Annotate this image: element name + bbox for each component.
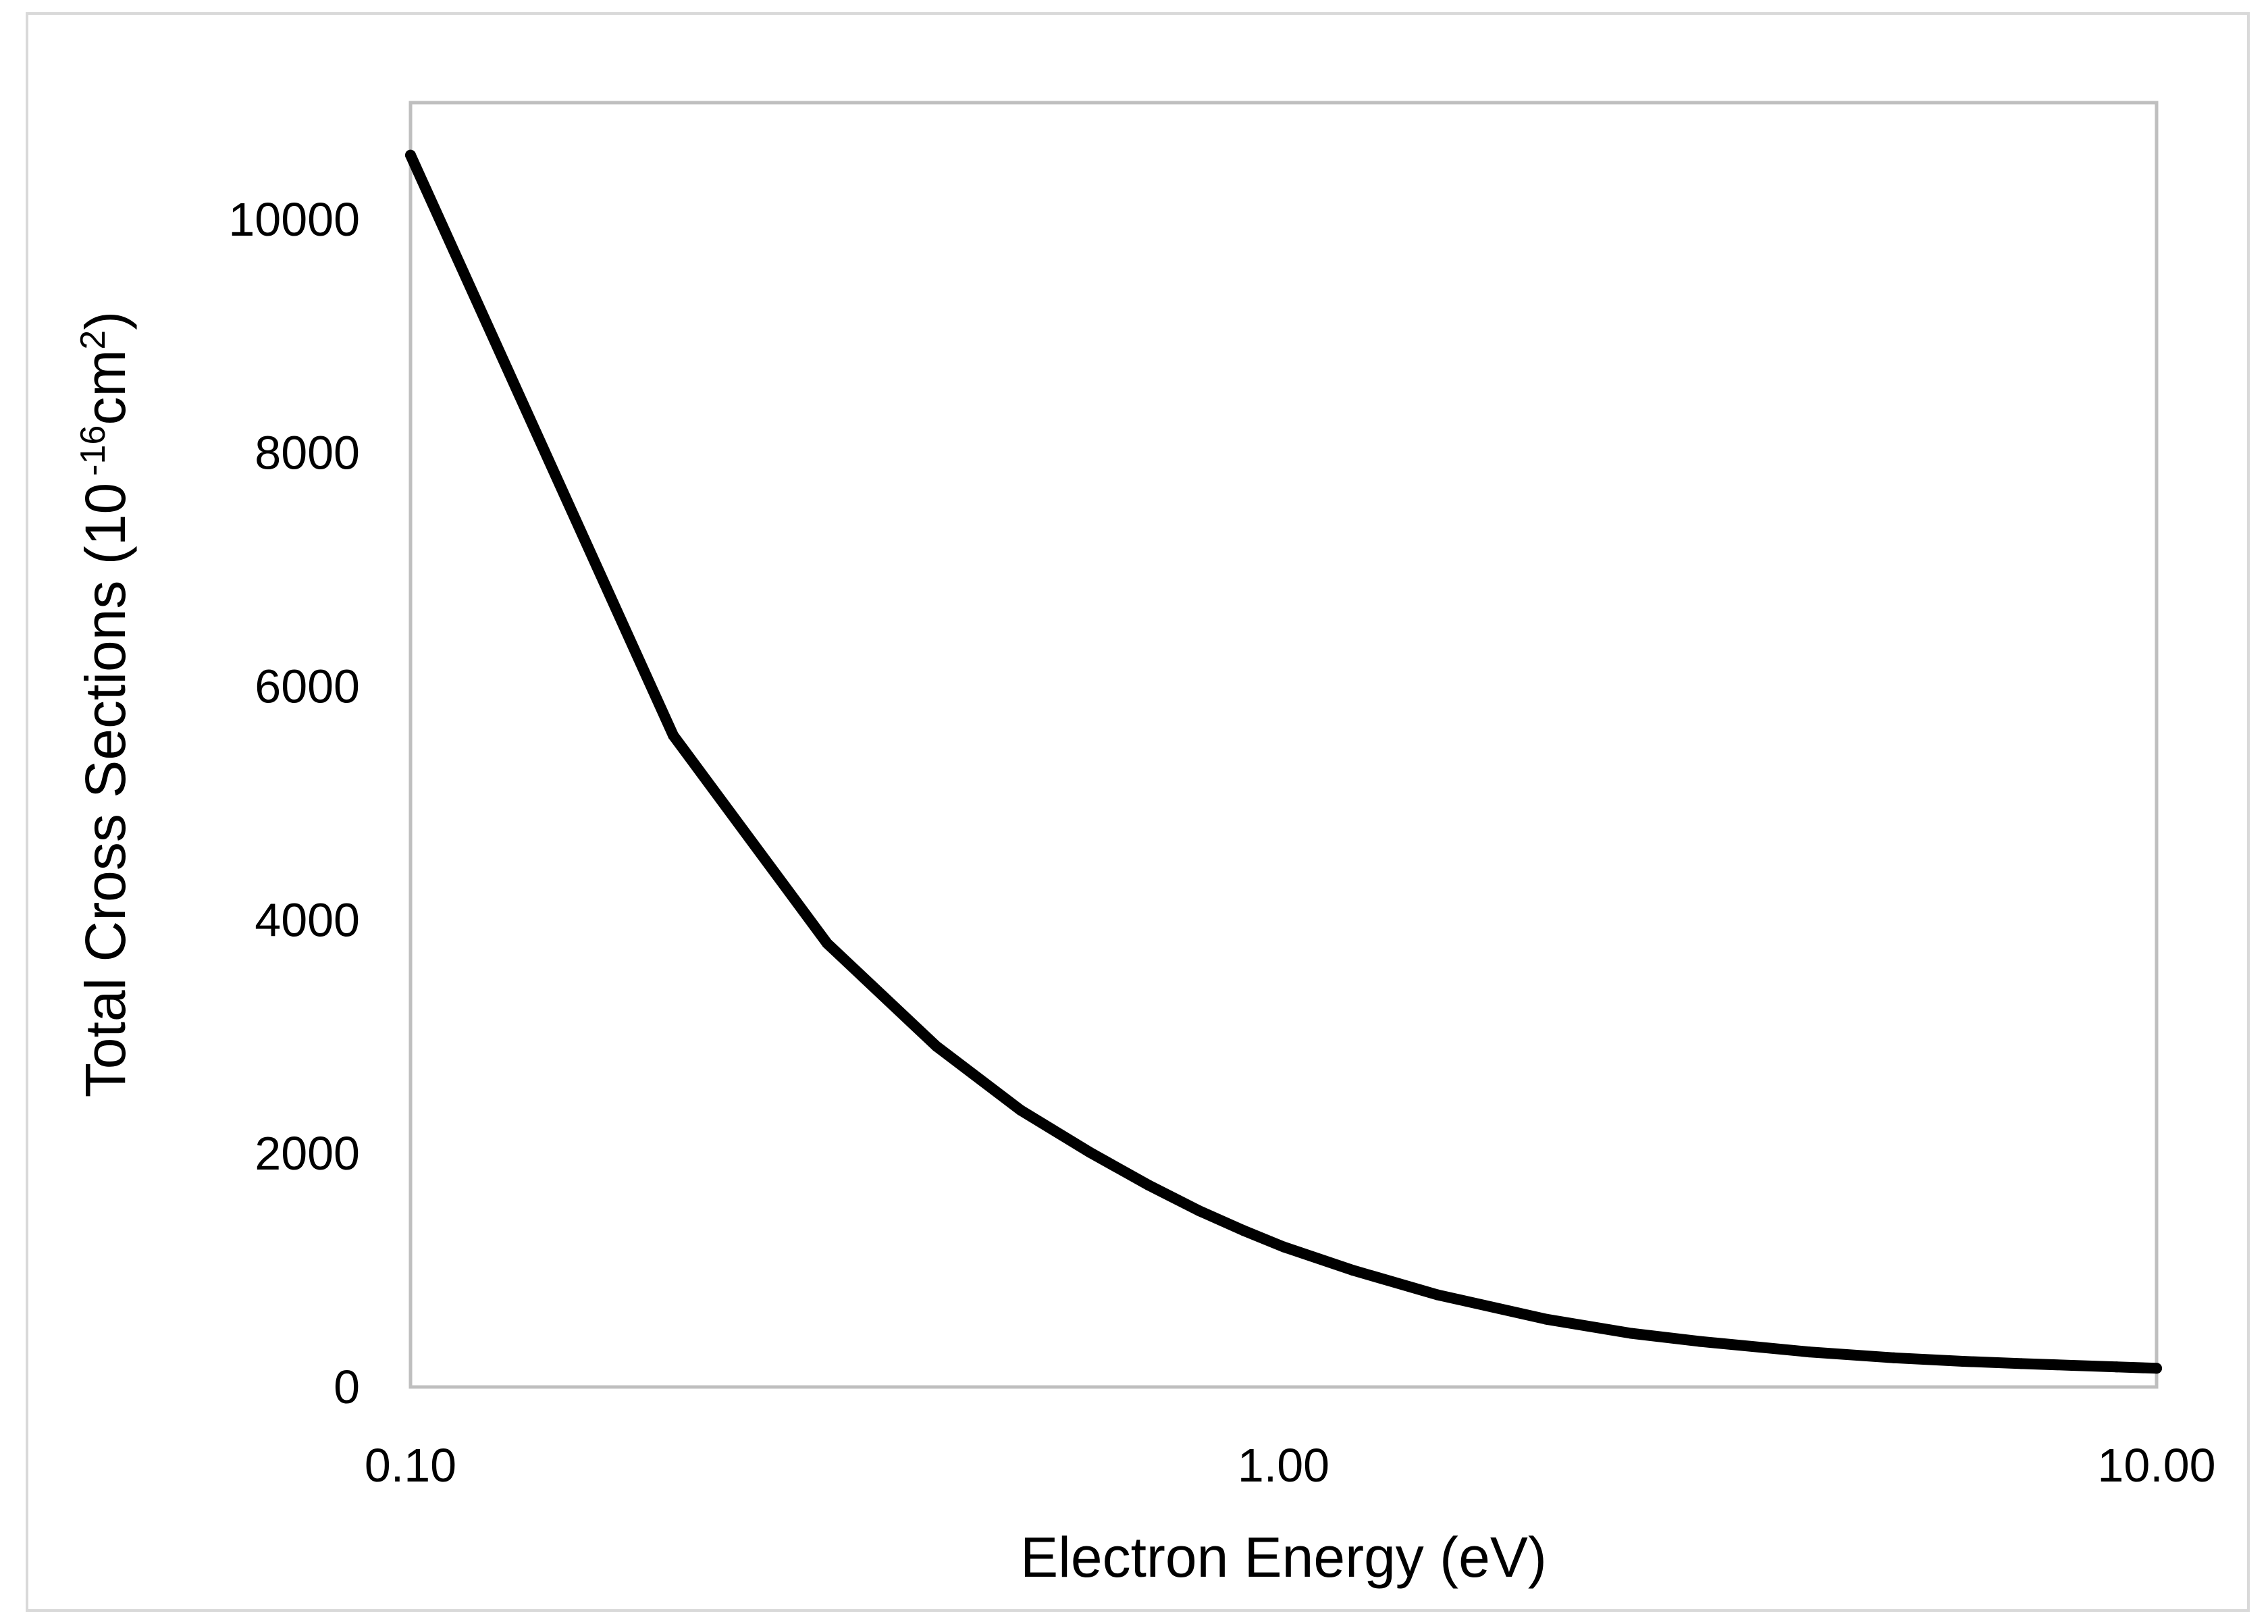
data-point xyxy=(1888,1352,1899,1363)
plot-area xyxy=(408,101,2159,1389)
data-point xyxy=(1957,1356,1969,1367)
data-point xyxy=(930,1041,942,1052)
data-point xyxy=(1431,1289,1443,1301)
y-tick-label: 2000 xyxy=(255,1127,360,1180)
x-tick-label: 1.00 xyxy=(1238,1439,1329,1492)
data-point xyxy=(2111,1361,2122,1373)
x-tick-label: 0.10 xyxy=(365,1439,456,1492)
data-point xyxy=(1278,1241,1289,1253)
y-axis-title: Total Cross Sections (10 -16cm2) xyxy=(74,311,137,1097)
data-points xyxy=(405,149,2162,1374)
data-point xyxy=(1694,1336,1706,1347)
data-series-line xyxy=(405,149,2162,1374)
x-axis-tick-labels: 0.10 1.00 10.00 xyxy=(365,1439,2216,1492)
y-tick-label: 8000 xyxy=(255,427,360,479)
y-axis-tick-labels: 0 2000 4000 6000 8000 10000 xyxy=(228,193,360,1413)
data-point xyxy=(1015,1105,1026,1116)
y-axis-title-close: ) xyxy=(74,311,137,330)
data-point xyxy=(1803,1346,1815,1358)
x-tick-label: 10.00 xyxy=(2097,1439,2215,1492)
data-point xyxy=(2151,1363,2162,1374)
y-axis-title-main: Total Cross Sections (10 xyxy=(74,483,137,1097)
y-axis-title-unit: cm xyxy=(74,350,137,425)
y-tick-label: 4000 xyxy=(255,893,360,946)
y-tick-label: 10000 xyxy=(228,193,360,246)
x-axis-title: Electron Energy (eV) xyxy=(1020,1525,1547,1589)
data-point xyxy=(668,730,679,741)
y-axis-title-exponent: -16 xyxy=(74,425,113,476)
data-point xyxy=(1238,1225,1249,1236)
y-tick-label: 0 xyxy=(334,1361,360,1413)
data-point xyxy=(1625,1328,1637,1339)
data-point xyxy=(1193,1205,1205,1216)
data-point xyxy=(1541,1313,1552,1325)
data-point xyxy=(1084,1147,1096,1158)
data-point xyxy=(821,937,833,949)
data-point xyxy=(1347,1265,1359,1276)
data-point xyxy=(2066,1360,2078,1371)
data-point xyxy=(2015,1358,2027,1369)
y-axis-title-unit-exponent: 2 xyxy=(74,330,113,350)
data-point xyxy=(405,149,416,161)
data-point xyxy=(1142,1179,1154,1190)
y-tick-label: 6000 xyxy=(255,660,360,713)
